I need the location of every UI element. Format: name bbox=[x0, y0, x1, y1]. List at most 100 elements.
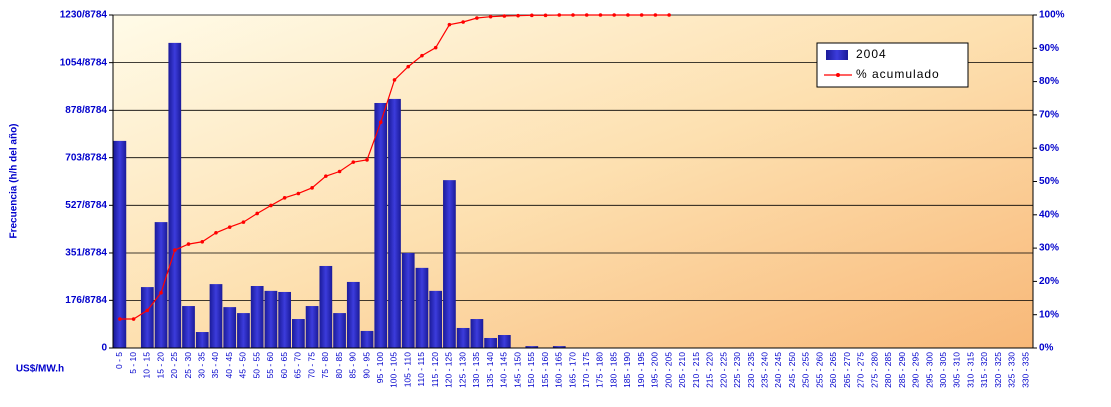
legend-label: 2004 bbox=[856, 47, 887, 61]
x-tick-label: 70 - 75 bbox=[306, 352, 316, 379]
y2-tick-label: 10% bbox=[1039, 309, 1059, 320]
bar bbox=[346, 281, 360, 348]
line-point bbox=[392, 78, 397, 82]
line-point bbox=[530, 13, 534, 18]
line-point bbox=[241, 220, 246, 224]
x-tick-label: 50 - 55 bbox=[251, 352, 261, 379]
x-tick-label: 160 - 165 bbox=[554, 352, 564, 388]
x-tick-label: 145 - 150 bbox=[512, 352, 522, 388]
x-tick-label: 45 - 50 bbox=[238, 352, 248, 379]
line-point bbox=[200, 239, 205, 244]
line-point bbox=[351, 160, 356, 164]
line-point bbox=[584, 13, 589, 17]
x-tick-label: 275 - 280 bbox=[869, 352, 879, 388]
line-point bbox=[186, 242, 191, 246]
bar bbox=[388, 98, 401, 349]
x-tick-label: 140 - 145 bbox=[499, 352, 509, 388]
line-point bbox=[172, 248, 177, 252]
x-tick-label: 85 - 90 bbox=[348, 352, 358, 379]
x-tick-label: 5 - 10 bbox=[128, 352, 138, 374]
x-tick-label: 130 - 135 bbox=[471, 352, 481, 388]
y2-tick-label: 80% bbox=[1039, 76, 1059, 87]
x-tick-label: 55 - 60 bbox=[265, 352, 275, 379]
x-tick-label: 80 - 85 bbox=[334, 352, 344, 379]
x-tick-label: 310 - 315 bbox=[965, 352, 975, 388]
line-point bbox=[461, 20, 465, 24]
line-point bbox=[543, 13, 548, 18]
bar bbox=[333, 313, 346, 348]
y2-tick-label: 20% bbox=[1039, 276, 1059, 287]
line-point bbox=[571, 13, 575, 17]
y-tick-label: 703/8784 bbox=[65, 152, 107, 163]
x-tick-label: 135 - 140 bbox=[485, 352, 495, 388]
line-point bbox=[324, 174, 328, 178]
bar bbox=[209, 284, 223, 348]
legend-swatch bbox=[826, 50, 848, 60]
x-tick-label: 110 - 115 bbox=[416, 352, 426, 387]
y-tick-label: 1230/8784 bbox=[60, 10, 108, 21]
x-tick-label: 265 - 270 bbox=[842, 352, 852, 388]
bar bbox=[374, 102, 388, 348]
x-tick-label: 165 - 170 bbox=[567, 352, 577, 388]
x-tick-label: 220 - 225 bbox=[718, 352, 728, 388]
line-point bbox=[612, 13, 616, 17]
line-point bbox=[310, 186, 314, 190]
bar bbox=[292, 319, 305, 348]
x-tick-label: 195 - 200 bbox=[650, 352, 660, 388]
line-point bbox=[337, 169, 342, 174]
bar bbox=[552, 346, 566, 348]
bar bbox=[497, 335, 511, 348]
bar bbox=[154, 222, 168, 348]
x-tick-label: 330 - 335 bbox=[1020, 352, 1030, 388]
y-tick-label: 878/8784 bbox=[65, 105, 107, 116]
x-tick-label: 185 - 190 bbox=[622, 352, 632, 388]
bar bbox=[264, 290, 278, 348]
line-point bbox=[145, 308, 150, 313]
line-point bbox=[131, 317, 136, 321]
line-point bbox=[296, 191, 301, 196]
bar bbox=[470, 319, 484, 348]
x-tick-label: 210 - 215 bbox=[691, 352, 701, 388]
x-tick-label: 270 - 275 bbox=[856, 352, 866, 388]
y-tick-label: 1054/8784 bbox=[60, 57, 108, 68]
x-tick-label: 115 - 120 bbox=[430, 352, 440, 388]
line-point bbox=[378, 120, 383, 125]
line-point bbox=[269, 203, 273, 208]
y2-tick-label: 40% bbox=[1039, 209, 1059, 220]
bar bbox=[223, 307, 237, 348]
x-tick-label: 320 - 325 bbox=[993, 352, 1003, 388]
x-tick-label: 190 - 195 bbox=[636, 352, 646, 388]
x-tick-label: 40 - 45 bbox=[224, 352, 234, 379]
bar bbox=[140, 287, 154, 348]
x-tick-label: 35 - 40 bbox=[210, 352, 220, 379]
x-tick-label: 240 - 245 bbox=[773, 352, 783, 388]
line-point bbox=[626, 13, 630, 17]
y2-tick-label: 100% bbox=[1039, 10, 1065, 21]
y-tick-label: 176/8784 bbox=[65, 295, 107, 306]
x-tick-label: 215 - 220 bbox=[705, 352, 715, 388]
bar bbox=[195, 332, 209, 348]
x-tick-label: 280 - 285 bbox=[883, 352, 893, 388]
bar bbox=[429, 290, 443, 348]
x-tick-label: 65 - 70 bbox=[293, 352, 303, 379]
x-tick-label: 75 - 80 bbox=[320, 352, 330, 379]
x-tick-label: 200 - 205 bbox=[663, 352, 673, 388]
y2-tick-label: 0% bbox=[1039, 343, 1054, 354]
bar bbox=[250, 286, 264, 348]
x-tick-label: 180 - 185 bbox=[608, 352, 618, 388]
x-tick-label: 155 - 160 bbox=[540, 352, 550, 388]
x-tick-label: 295 - 300 bbox=[924, 352, 934, 388]
line-point bbox=[488, 14, 493, 19]
x-tick-label: 315 - 320 bbox=[979, 352, 989, 388]
x-tick-label: 20 - 25 bbox=[169, 352, 179, 379]
y-tick-label: 527/8784 bbox=[65, 200, 107, 211]
bar bbox=[415, 267, 429, 348]
bar bbox=[456, 327, 470, 348]
y-tick-label: 351/8784 bbox=[65, 248, 107, 259]
y2-tick-label: 30% bbox=[1039, 243, 1059, 254]
x-tick-label: 260 - 265 bbox=[828, 352, 838, 388]
legend-swatch bbox=[836, 73, 840, 77]
bar bbox=[484, 337, 497, 348]
line-point bbox=[227, 225, 232, 229]
